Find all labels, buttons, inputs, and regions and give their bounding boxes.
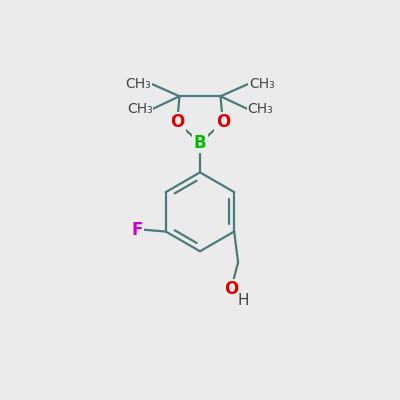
- Text: O: O: [216, 113, 230, 131]
- Text: CH₃: CH₃: [247, 102, 273, 116]
- Text: O: O: [170, 113, 184, 131]
- Text: H: H: [237, 294, 248, 308]
- Text: CH₃: CH₃: [125, 77, 151, 91]
- Text: B: B: [194, 134, 206, 152]
- Text: CH₃: CH₃: [249, 77, 275, 91]
- Text: F: F: [132, 220, 143, 238]
- Text: CH₃: CH₃: [127, 102, 153, 116]
- Text: O: O: [224, 280, 238, 298]
